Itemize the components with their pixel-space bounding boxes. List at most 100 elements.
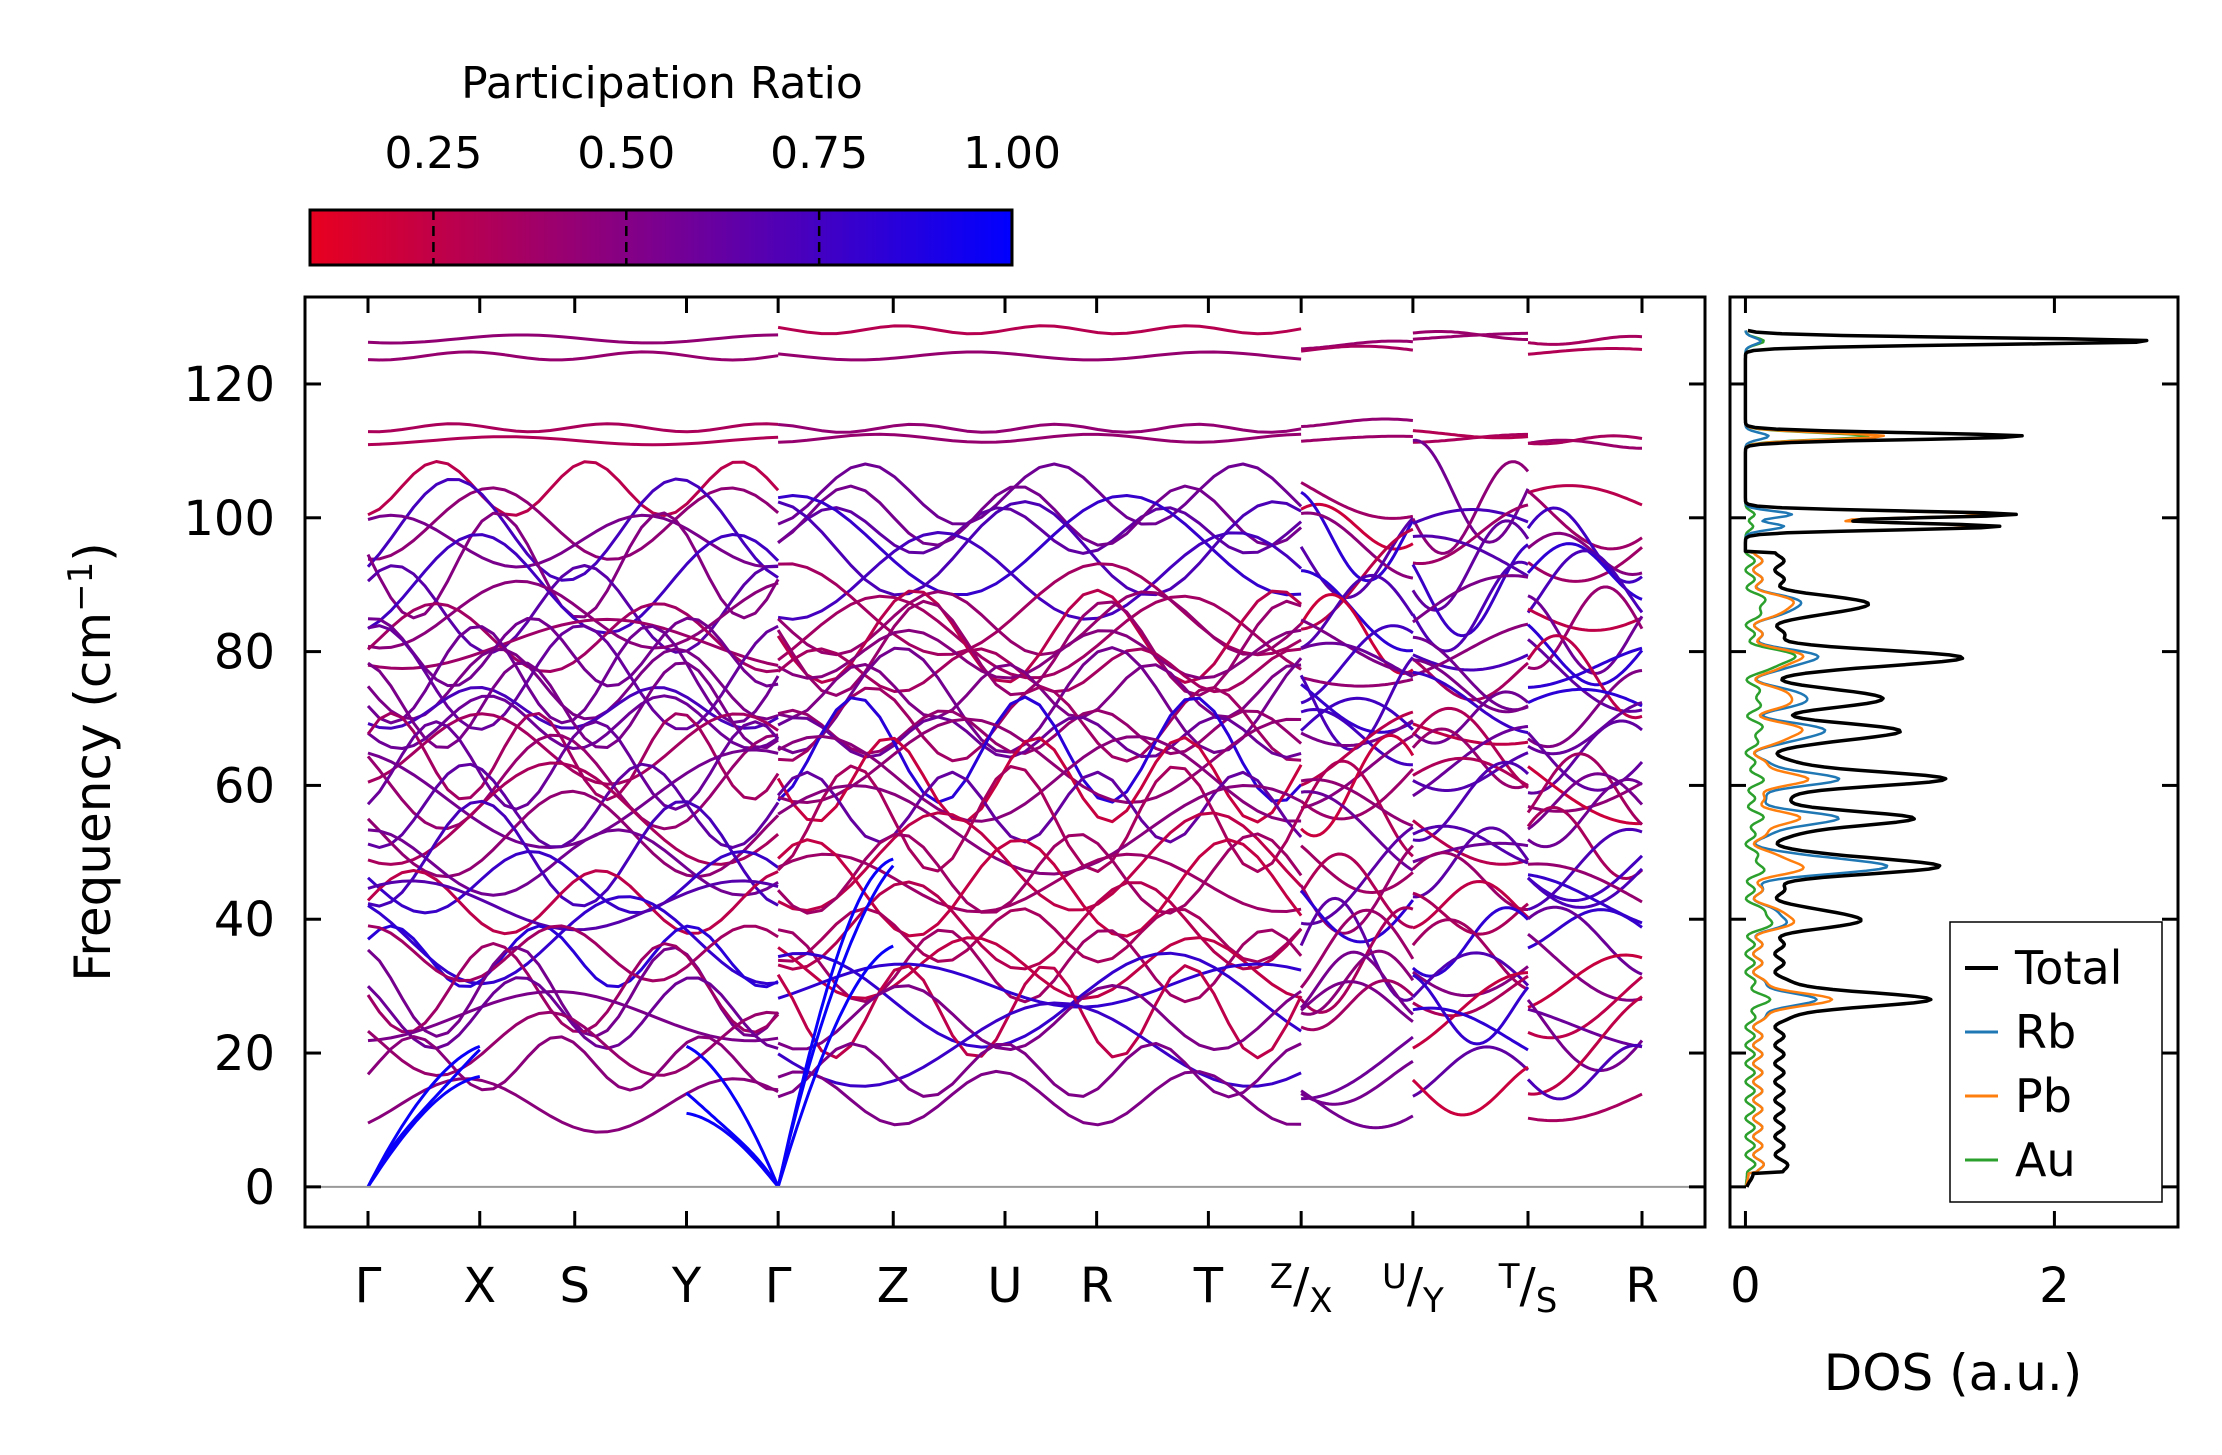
band-branch — [776, 736, 1303, 824]
band-branch — [367, 422, 779, 434]
band-branch — [777, 494, 1302, 597]
band-branch — [1412, 432, 1528, 444]
y-tick-label: 100 — [183, 491, 275, 547]
band-branch — [1300, 569, 1413, 653]
band-branch — [366, 789, 780, 879]
k-label-top: Z — [1270, 1257, 1293, 1297]
band-branch — [1527, 484, 1643, 507]
band-branch — [366, 602, 779, 674]
band-branch — [1412, 824, 1529, 865]
band-branch — [777, 422, 1302, 434]
band-branch — [777, 984, 1302, 1051]
band-branch — [367, 460, 780, 518]
y-label-main: Frequency (cm — [64, 612, 122, 982]
colorbar-ticks: 0.25 0.50 0.75 1.00 — [384, 128, 1061, 265]
band-branch — [777, 734, 1302, 823]
legend-label: Au — [2015, 1133, 2076, 1187]
band-branch — [1411, 1065, 1529, 1117]
band-branch — [1300, 502, 1414, 551]
band-branch — [1412, 826, 1530, 899]
band-branch — [1300, 511, 1414, 580]
colorbar-tick-label: 0.50 — [577, 128, 675, 179]
colorbar-tick-label: 0.75 — [770, 128, 868, 179]
band-branch — [366, 869, 779, 936]
band-k-ticks: Γ X S Y Γ Z U R T Z/XU/YT/S R — [355, 297, 1659, 1321]
k-label-slash: / — [1293, 1258, 1310, 1314]
band-branch — [777, 1041, 1302, 1099]
dos-frame — [1728, 295, 2180, 1229]
colorbar-tick-label: 0.25 — [384, 128, 482, 179]
band-branch — [1300, 980, 1414, 1023]
band-branch — [1299, 852, 1414, 929]
band-branch — [1527, 772, 1644, 831]
band-branch — [777, 628, 1302, 680]
band-branch — [367, 924, 779, 983]
band-branch — [366, 477, 779, 582]
band-branch — [1412, 508, 1529, 525]
band-branch — [1526, 623, 1644, 687]
band-branch — [1526, 998, 1644, 1072]
band-branch — [1299, 908, 1415, 989]
band-branch — [1300, 1089, 1414, 1130]
band-branch — [1411, 706, 1529, 790]
band-branch — [1299, 950, 1414, 1016]
k-label-bottom: S — [1536, 1281, 1558, 1321]
band-branch — [777, 852, 1302, 914]
band-branch — [1527, 905, 1643, 976]
legend-label: Rb — [2015, 1005, 2076, 1059]
band-branch — [1527, 778, 1643, 849]
dos-x-tick-label: 0 — [1730, 1258, 1761, 1314]
band-branch — [1526, 805, 1644, 880]
band-branch — [1527, 334, 1643, 346]
band-branch — [367, 762, 780, 849]
band-branch — [367, 990, 779, 1043]
band-branch — [1300, 573, 1415, 650]
band-branch — [777, 1069, 1302, 1127]
band-branch — [366, 849, 779, 915]
band-branch — [777, 695, 1303, 804]
band-branch — [1411, 951, 1530, 999]
band-branch — [1412, 891, 1529, 936]
acoustic-branch — [366, 1048, 481, 1188]
k-point-label: R — [1625, 1258, 1658, 1314]
band-branch — [1412, 974, 1529, 1018]
band-branch — [366, 1035, 779, 1092]
band-branch — [777, 1001, 1302, 1088]
band-branch — [1527, 719, 1643, 795]
band-branch — [367, 333, 779, 345]
band-branch — [776, 964, 1303, 1060]
band-branch — [1412, 1006, 1529, 1052]
k-label-slash: / — [1520, 1258, 1537, 1314]
band-branch — [778, 685, 1302, 763]
band-branch — [1527, 933, 1643, 1002]
band-branch — [1301, 417, 1414, 429]
acoustic-branch — [685, 1045, 780, 1188]
band-branch — [1527, 995, 1643, 1096]
band-branch — [1412, 438, 1530, 544]
band-y-axis-label: Frequency (cm−1) — [61, 542, 122, 982]
band-branch — [1527, 862, 1643, 904]
band-branch — [1412, 503, 1529, 565]
band-branch — [1527, 646, 1643, 689]
dos-x-tick-label: 2 — [2039, 1258, 2070, 1314]
band-branch — [1300, 778, 1414, 828]
acoustic-branch — [685, 1092, 780, 1188]
band-branch — [367, 924, 779, 989]
band-branch — [1412, 622, 1529, 677]
band-branch — [367, 350, 779, 362]
band-branch — [1412, 658, 1529, 714]
band-branch — [777, 500, 1302, 597]
k-point-label: S — [560, 1258, 590, 1314]
colorbar-gradient — [308, 208, 1014, 267]
band-branch — [1411, 519, 1530, 612]
k-point-label: T — [1193, 1258, 1224, 1314]
band-branch — [777, 484, 1303, 547]
band-branch — [1299, 593, 1414, 675]
band-branch — [777, 531, 1303, 621]
band-branch — [1527, 434, 1643, 446]
band-branch — [777, 717, 1302, 804]
band-branch — [777, 324, 1302, 336]
band-branch — [1527, 585, 1644, 670]
band-branch — [776, 770, 1303, 844]
band-branch — [1300, 710, 1414, 787]
